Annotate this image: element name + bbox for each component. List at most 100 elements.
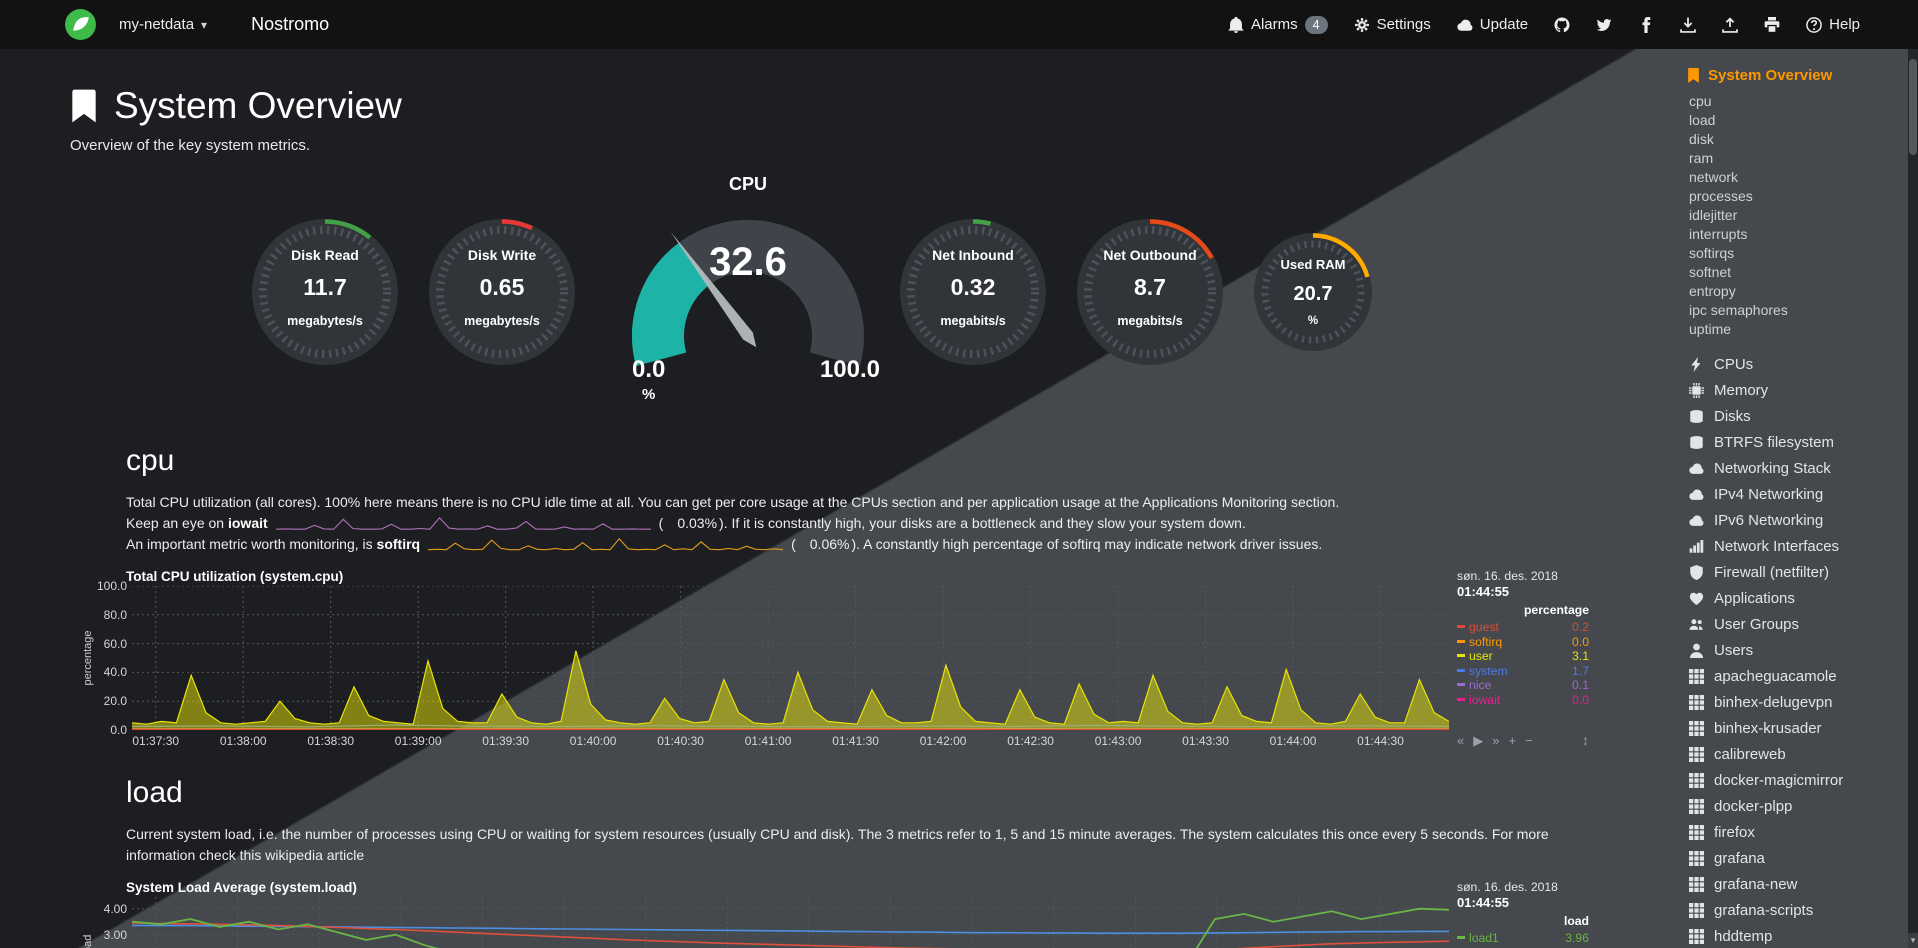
sidebar-subitem[interactable]: network [1689,169,1739,185]
net-inbound-gauge[interactable]: Net Inbound 0.32 megabits/s [898,217,1048,367]
legend-date: søn. 16. des. 2018 [1457,569,1558,583]
scrollbar-down-arrow[interactable]: ▾ [1908,933,1918,948]
sidebar-section-item[interactable]: calibreweb [1687,741,1914,767]
chart-resize-handle[interactable]: ↕ [1582,732,1589,748]
update-button[interactable]: Update [1457,16,1528,33]
cloud-icon [1457,17,1473,33]
grid-icon [1687,876,1705,892]
sidebar-section-item[interactable]: binhex-delugevpn [1687,689,1914,715]
hostname-label: my-netdata [119,16,195,33]
sidebar-subitem[interactable]: interrupts [1689,226,1748,242]
sidebar-section-item[interactable]: IPv4 Networking [1687,481,1914,507]
sidebar-item-system-overview[interactable]: System Overview [1687,67,1914,84]
zoom-out-button[interactable]: − [1525,732,1533,748]
grid-icon [1687,902,1705,918]
legend-series[interactable]: nice 0.1 [1457,678,1589,693]
sidebar-section-item[interactable]: Users [1687,637,1914,663]
legend-series[interactable]: iowait 0.0 [1457,693,1589,708]
gauge-value: 0.32 [950,274,996,300]
cpu-gauge[interactable]: CPU 32.6 0.0 100.0 % [608,174,888,410]
sidebar-section-item[interactable]: Firewall (netfilter) [1687,559,1914,585]
users-icon [1687,617,1705,632]
github-button[interactable] [1554,17,1570,33]
sidebar-section-item[interactable]: apacheguacamole [1687,663,1914,689]
download-icon [1680,17,1696,33]
print-button[interactable] [1764,16,1780,33]
cloud-icon [1687,487,1705,502]
pan-backward-button[interactable]: « [1457,732,1465,748]
chart-title: Total CPU utilization (system.cpu) [126,569,344,584]
sidebar-section-item[interactable]: CPUs [1687,351,1914,377]
legend-series[interactable]: guest 0.2 [1457,620,1589,635]
legend-series[interactable]: load1 3.96 [1457,931,1589,946]
sidebar-section-item[interactable]: firefox [1687,819,1914,845]
sidebar-section-item[interactable]: User Groups [1687,611,1914,637]
alarms-button[interactable]: Alarms 4 [1228,15,1328,34]
legend-date: søn. 16. des. 2018 [1457,880,1558,894]
sidebar-section-item[interactable]: BTRFS filesystem [1687,429,1914,455]
scrollbar-thumb[interactable] [1909,59,1917,155]
load-snapshot-button[interactable] [1722,16,1738,33]
legend-series[interactable]: load5 2.75 [1457,946,1589,948]
sidebar-section-item[interactable]: docker-plpp [1687,793,1914,819]
question-icon [1806,16,1822,33]
sidebar-section-item[interactable]: Network Interfaces [1687,533,1914,559]
sidebar-section-item[interactable]: docker-magicmirror [1687,767,1914,793]
chart-plot-area[interactable] [132,897,1449,948]
legend-series[interactable]: system 1.7 [1457,664,1589,679]
sidebar: System Overview cpu load disk ram network pro… [1677,49,1918,948]
netdata-logo[interactable] [64,8,97,41]
sidebar-subitem[interactable]: load [1689,112,1716,128]
used-ram-gauge[interactable]: Used RAM 20.7 % [1252,231,1374,353]
sidebar-section-item[interactable]: binhex-krusader [1687,715,1914,741]
sidebar-section-item[interactable]: Memory [1687,377,1914,403]
legend-series[interactable]: user 3.1 [1457,649,1589,664]
sidebar-section-item[interactable]: grafana-scripts [1687,897,1914,923]
disk-write-gauge[interactable]: Disk Write 0.65 megabytes/s [427,217,577,367]
legend-series-list: guest 0.2 softirq 0.0 user 3.1 system 1.… [1457,620,1589,707]
print-icon [1764,16,1780,33]
settings-button[interactable]: Settings [1354,16,1431,33]
gauge-value: 20.7 [1293,283,1333,305]
legend-time: 01:44:55 [1457,895,1510,910]
pan-forward-button[interactable]: » [1492,732,1500,748]
save-snapshot-button[interactable] [1680,17,1696,33]
gauge-unit: megabits/s [940,314,1006,328]
sidebar-section-item[interactable]: Applications [1687,585,1914,611]
zoom-in-button[interactable]: + [1508,732,1517,748]
legend-series[interactable]: softirq 0.0 [1457,635,1589,650]
play-button[interactable]: ▶ [1473,732,1484,748]
gauge-unit: megabytes/s [287,314,363,328]
sidebar-section-item[interactable]: grafana [1687,845,1914,871]
page-scrollbar[interactable]: ▾ [1908,49,1918,948]
my-netdata-menu[interactable]: my-netdata ▾ [119,16,207,33]
sidebar-section-item[interactable]: hddtemp [1687,923,1914,948]
cpu-description: Total CPU utilization (all cores). 100% … [126,492,1556,555]
alarms-count-badge: 4 [1304,15,1328,34]
softirq-sparkline-chart[interactable] [428,536,784,552]
sidebar-subitem[interactable]: entropy [1689,283,1736,299]
iowait-sparkline-chart[interactable] [275,515,651,531]
sidebar-subitem[interactable]: processes [1689,188,1753,204]
chart-plot-area[interactable] [132,586,1449,730]
sidebar-section-item[interactable]: Disks [1687,403,1914,429]
sidebar-subitem[interactable]: idlejitter [1689,207,1738,223]
twitter-button[interactable] [1596,17,1612,33]
cpu-description-line1: Total CPU utilization (all cores). 100% … [126,494,1340,510]
sidebar-subitem[interactable]: disk [1689,131,1714,147]
sidebar-subitem[interactable]: softirqs [1689,245,1735,261]
sidebar-section-item[interactable]: Networking Stack [1687,455,1914,481]
facebook-button[interactable] [1638,16,1654,33]
net-outbound-gauge[interactable]: Net Outbound 8.7 megabits/s [1075,217,1225,367]
sidebar-subitem[interactable]: ram [1689,150,1714,166]
sidebar-subitem[interactable]: ipc semaphores [1689,302,1788,318]
help-button[interactable]: Help [1806,16,1860,33]
gauge-unit: megabits/s [1117,314,1183,328]
sidebar-section-item[interactable]: IPv6 Networking [1687,507,1914,533]
disk-read-gauge[interactable]: Disk Read 11.7 megabytes/s [250,217,400,367]
sidebar-subitem[interactable]: cpu [1689,93,1712,109]
gauge-title: Net Outbound [1103,247,1197,263]
sidebar-section-item[interactable]: grafana-new [1687,871,1914,897]
sidebar-subitem[interactable]: softnet [1689,264,1732,280]
sidebar-subitem[interactable]: uptime [1689,321,1732,337]
